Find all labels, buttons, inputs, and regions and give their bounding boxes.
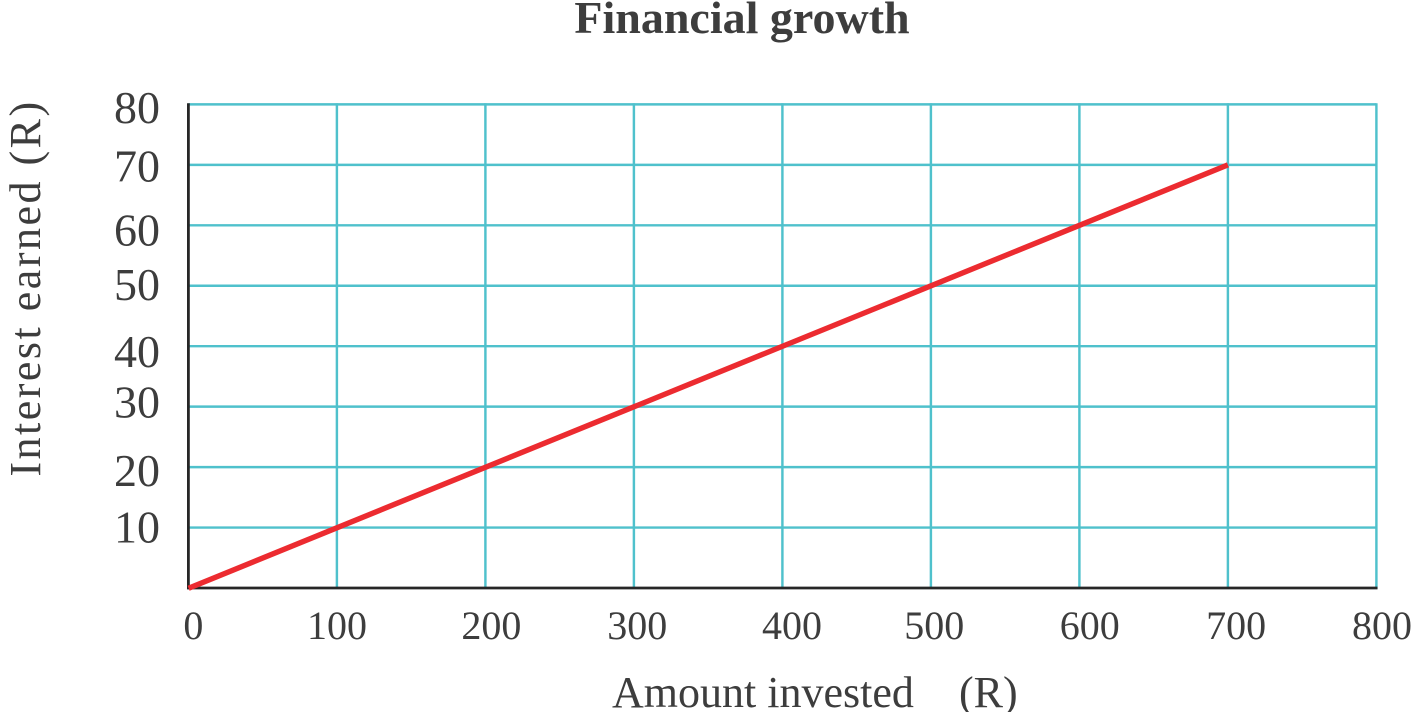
svg-text:50: 50 <box>114 259 160 310</box>
svg-text:10: 10 <box>114 501 160 552</box>
svg-text:40: 40 <box>114 326 160 377</box>
svg-text:200: 200 <box>461 603 521 648</box>
svg-text:600: 600 <box>1060 603 1120 648</box>
svg-text:20: 20 <box>114 445 160 496</box>
svg-text:(R): (R) <box>959 668 1018 712</box>
svg-text:0: 0 <box>183 603 203 648</box>
svg-text:800: 800 <box>1352 603 1411 648</box>
svg-text:Amount invested: Amount invested <box>612 668 914 712</box>
svg-text:60: 60 <box>114 205 160 256</box>
svg-text:70: 70 <box>114 141 160 192</box>
svg-text:80: 80 <box>114 82 160 133</box>
svg-text:30: 30 <box>114 376 160 427</box>
svg-text:100: 100 <box>307 603 367 648</box>
svg-text:700: 700 <box>1206 603 1266 648</box>
svg-text:Interest earned (R): Interest earned (R) <box>1 99 50 476</box>
svg-text:Financial growth: Financial growth <box>574 0 909 43</box>
svg-text:500: 500 <box>904 603 964 648</box>
svg-text:300: 300 <box>607 603 667 648</box>
svg-text:400: 400 <box>762 603 822 648</box>
